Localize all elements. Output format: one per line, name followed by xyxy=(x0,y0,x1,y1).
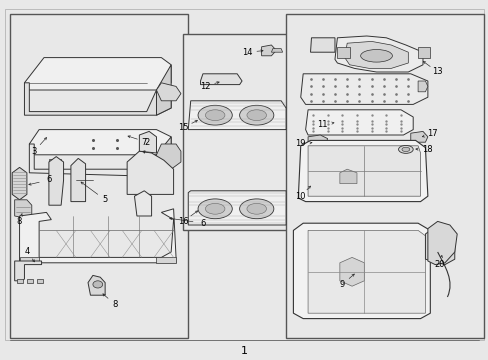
Polygon shape xyxy=(293,223,429,319)
Polygon shape xyxy=(29,130,171,155)
Polygon shape xyxy=(425,227,454,265)
Ellipse shape xyxy=(205,203,224,214)
Ellipse shape xyxy=(239,199,273,219)
Text: 6: 6 xyxy=(200,219,205,228)
Polygon shape xyxy=(24,58,171,90)
Polygon shape xyxy=(261,45,276,56)
Text: 4: 4 xyxy=(24,248,29,256)
Polygon shape xyxy=(20,209,176,263)
Polygon shape xyxy=(344,41,407,68)
Text: 12: 12 xyxy=(200,82,210,91)
Text: 2: 2 xyxy=(144,138,149,147)
Polygon shape xyxy=(337,47,349,58)
Polygon shape xyxy=(49,157,63,205)
Bar xyxy=(10,14,188,338)
Text: 5: 5 xyxy=(102,195,107,204)
Polygon shape xyxy=(310,38,334,52)
Text: 18: 18 xyxy=(422,145,432,154)
Polygon shape xyxy=(15,261,41,281)
Polygon shape xyxy=(300,74,427,104)
Polygon shape xyxy=(156,257,176,263)
Polygon shape xyxy=(27,279,33,283)
Text: 7: 7 xyxy=(142,138,146,147)
Text: 20: 20 xyxy=(434,260,445,269)
Text: 1: 1 xyxy=(241,346,247,356)
Polygon shape xyxy=(307,146,420,196)
Text: 8: 8 xyxy=(17,217,22,226)
Polygon shape xyxy=(298,140,427,202)
Polygon shape xyxy=(339,169,356,184)
Polygon shape xyxy=(307,135,327,146)
Polygon shape xyxy=(37,279,42,283)
Polygon shape xyxy=(139,131,156,153)
Text: 13: 13 xyxy=(431,68,442,77)
Polygon shape xyxy=(339,257,364,286)
Text: 14: 14 xyxy=(241,48,252,57)
Text: 9: 9 xyxy=(339,280,344,289)
Polygon shape xyxy=(417,81,427,92)
Polygon shape xyxy=(271,49,282,52)
Ellipse shape xyxy=(360,49,391,62)
Polygon shape xyxy=(188,101,285,130)
Polygon shape xyxy=(156,83,181,101)
Ellipse shape xyxy=(198,199,232,219)
Bar xyxy=(49,159,61,166)
Polygon shape xyxy=(307,230,425,313)
Polygon shape xyxy=(29,144,171,176)
Text: 8: 8 xyxy=(112,300,117,309)
Text: 3: 3 xyxy=(32,147,37,156)
Polygon shape xyxy=(410,131,427,142)
Ellipse shape xyxy=(239,105,273,125)
Text: 19: 19 xyxy=(295,139,305,148)
Text: 11: 11 xyxy=(317,120,327,129)
Ellipse shape xyxy=(246,203,266,214)
Ellipse shape xyxy=(198,105,232,125)
Polygon shape xyxy=(12,167,27,200)
Polygon shape xyxy=(156,137,171,176)
Text: 17: 17 xyxy=(427,129,437,138)
Ellipse shape xyxy=(398,145,412,153)
Polygon shape xyxy=(88,275,105,295)
Text: 16: 16 xyxy=(178,217,188,226)
Text: 15: 15 xyxy=(178,123,188,132)
Text: 6: 6 xyxy=(46,175,51,184)
Polygon shape xyxy=(156,144,181,169)
Polygon shape xyxy=(134,191,151,216)
Bar xyxy=(183,34,288,230)
Polygon shape xyxy=(305,110,412,135)
Polygon shape xyxy=(156,65,171,115)
Polygon shape xyxy=(15,200,32,218)
Polygon shape xyxy=(334,36,422,72)
Polygon shape xyxy=(24,83,171,115)
Ellipse shape xyxy=(401,147,409,152)
Polygon shape xyxy=(17,279,23,283)
Bar xyxy=(285,14,483,338)
Polygon shape xyxy=(417,47,429,58)
Polygon shape xyxy=(71,158,85,202)
Ellipse shape xyxy=(205,110,224,121)
Polygon shape xyxy=(20,257,39,263)
Polygon shape xyxy=(427,221,456,265)
Text: 10: 10 xyxy=(295,192,305,201)
Polygon shape xyxy=(188,191,285,225)
Polygon shape xyxy=(200,74,242,85)
Polygon shape xyxy=(127,151,173,194)
Circle shape xyxy=(93,281,102,288)
Ellipse shape xyxy=(246,110,266,121)
